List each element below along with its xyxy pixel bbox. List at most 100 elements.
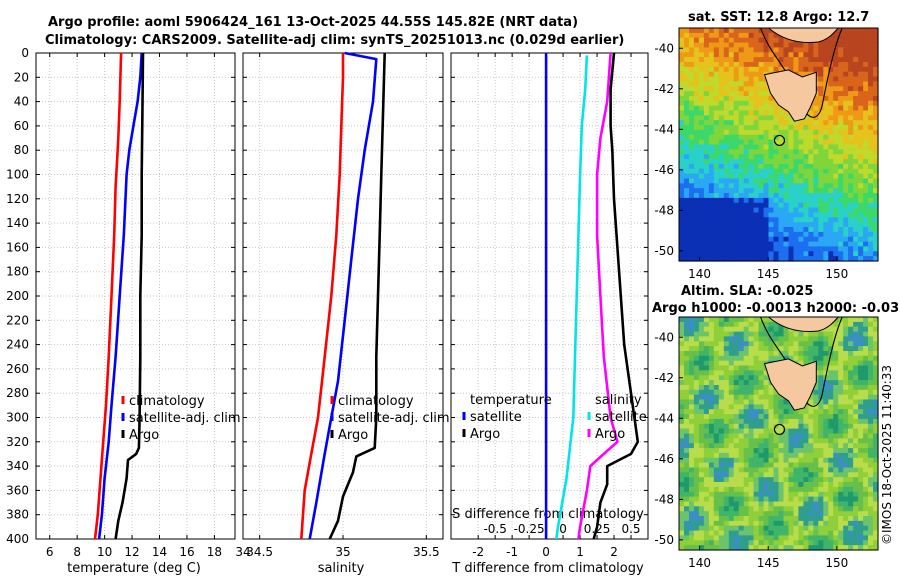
map-cell xyxy=(679,42,685,49)
map-cell xyxy=(763,173,770,180)
map-cell xyxy=(833,545,839,551)
map-cell xyxy=(698,134,705,141)
map-cell xyxy=(788,144,795,150)
map-cell xyxy=(853,482,859,488)
depth-tick-label: 220 xyxy=(6,313,29,327)
map-cell xyxy=(858,530,864,537)
map-cell xyxy=(823,173,829,180)
map-cell xyxy=(763,139,770,146)
map-cell xyxy=(778,37,785,44)
map-cell xyxy=(868,246,874,252)
map-cell xyxy=(679,443,685,449)
map-cell xyxy=(679,448,685,454)
map-cell xyxy=(713,212,720,218)
map-cell xyxy=(828,341,834,347)
map-lon-label: 140 xyxy=(688,267,711,281)
map-cell xyxy=(778,331,785,338)
map-cell xyxy=(863,227,869,233)
map-cell xyxy=(853,227,859,233)
map-cell xyxy=(748,241,755,248)
map-cell xyxy=(718,66,725,73)
map-cell xyxy=(848,389,854,396)
map-cell xyxy=(748,42,755,49)
map-cell xyxy=(689,477,695,483)
map-cell xyxy=(803,346,809,352)
map-cell xyxy=(838,149,844,155)
map-cell xyxy=(753,414,760,420)
map-cell xyxy=(783,178,790,184)
map-cell xyxy=(693,482,700,488)
map-cell xyxy=(713,42,720,49)
map-cell xyxy=(713,482,720,488)
map-cell xyxy=(818,62,824,68)
map-cell xyxy=(718,452,725,459)
map-cell xyxy=(763,134,770,141)
map-cell xyxy=(808,129,814,136)
map-cell xyxy=(853,331,859,338)
map-cell xyxy=(858,389,864,396)
map-cell xyxy=(703,399,710,405)
temp-tick-label: 6 xyxy=(46,545,54,559)
map-cell xyxy=(863,96,869,102)
map-cell xyxy=(738,139,745,146)
map-cell xyxy=(838,404,844,410)
map-cell xyxy=(768,251,775,257)
map-cell xyxy=(743,501,750,507)
map-cell xyxy=(848,428,854,435)
map-cell xyxy=(778,414,785,420)
map-cell xyxy=(783,149,790,155)
map-cell xyxy=(708,37,715,44)
map-cell xyxy=(738,414,745,420)
map-cell xyxy=(738,91,745,97)
map-cell xyxy=(873,457,879,464)
map-cell xyxy=(693,472,700,478)
map-cell xyxy=(818,477,824,483)
map-cell xyxy=(798,159,804,165)
map-cell xyxy=(763,346,770,352)
map-cell xyxy=(763,486,770,493)
map-cell xyxy=(689,496,695,503)
map-cell xyxy=(743,540,750,546)
map-cell xyxy=(848,336,854,342)
map-cell xyxy=(858,207,864,214)
map-cell xyxy=(763,231,770,238)
map-cell xyxy=(758,477,765,483)
map-cell xyxy=(713,217,720,223)
map-cell xyxy=(838,506,844,512)
map-cell xyxy=(768,506,775,512)
map-cell xyxy=(723,321,730,328)
map-cell xyxy=(788,149,795,155)
map-cell xyxy=(828,207,834,214)
map-cell xyxy=(843,202,849,209)
map-cell xyxy=(703,457,710,464)
map-cell xyxy=(703,443,710,449)
map-cell xyxy=(768,42,775,49)
map-cell xyxy=(728,100,735,107)
map-cell xyxy=(788,428,795,435)
map-cell xyxy=(863,246,869,252)
map-cell xyxy=(838,482,844,488)
map-cell xyxy=(853,530,859,537)
map-cell xyxy=(843,37,849,44)
map-cell xyxy=(723,236,730,243)
map-cell xyxy=(713,139,720,146)
map-cell xyxy=(693,236,700,243)
map-cell xyxy=(873,197,879,204)
map-cell xyxy=(853,443,859,449)
map-cell xyxy=(848,57,854,63)
map-cell xyxy=(748,462,755,469)
map-cell xyxy=(853,545,859,551)
map-cell xyxy=(684,355,690,362)
map-cell xyxy=(813,472,819,478)
depth-tick-label: 80 xyxy=(14,143,29,157)
map-cell xyxy=(738,438,745,444)
map-cell xyxy=(718,477,725,483)
map-cell xyxy=(793,144,799,150)
map-cell xyxy=(818,71,824,78)
map-cell xyxy=(833,241,839,248)
map-cell xyxy=(838,197,844,204)
map-cell xyxy=(848,486,854,493)
map-cell xyxy=(803,467,809,473)
map-cell xyxy=(843,545,849,551)
map-cell xyxy=(863,42,869,49)
